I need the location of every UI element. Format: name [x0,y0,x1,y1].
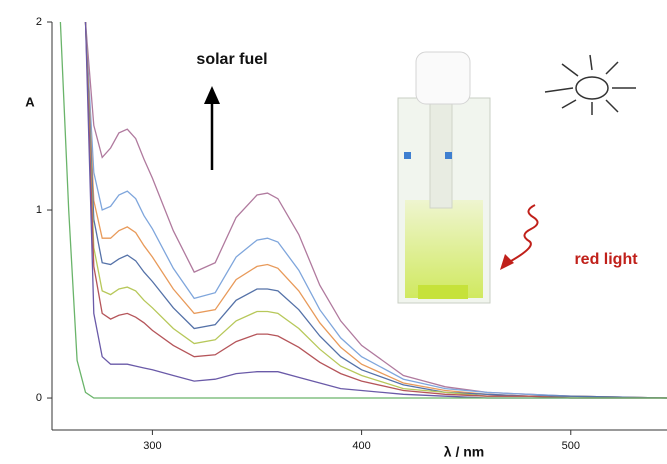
ray [605,61,619,75]
spectrum-line [84,22,667,399]
sun-icon [544,54,636,115]
spectrum-line [84,22,667,399]
liquid-bottom [418,285,468,299]
axes: 0 1 2 300 400 500 [36,16,667,452]
label-mark [404,152,411,159]
x-tick-label: 300 [143,440,161,452]
y-tick-label: 1 [36,204,42,216]
annotation: solar fuel [196,51,267,68]
wave [510,204,539,262]
x-tick-label: 400 [352,440,370,452]
spectrum-line [84,22,667,399]
spectrum-line [84,22,667,399]
spectrum-line [84,22,667,399]
label-mark [445,152,452,159]
ray [544,87,574,93]
sun-disc [575,76,609,100]
y-tick-label: 2 [36,16,42,28]
red-light-arrow [500,204,539,270]
cap [415,51,471,105]
spectrum-line [84,22,667,399]
annotation: red light [574,251,638,268]
arrow-head [500,254,514,270]
spectrum-line [59,22,667,399]
cuvette-photo [397,51,491,304]
spectrum-line [84,22,667,399]
arrow-head [204,86,220,104]
ray [561,63,579,77]
x-tick-label: 500 [562,440,580,452]
liquid [405,200,483,298]
plot-area [59,22,667,399]
up-arrow [204,86,220,170]
ray [561,99,577,109]
ray [605,99,619,113]
ray [589,54,593,71]
x-axis-label: λ / nm [444,444,484,460]
y-tick-label: 0 [36,392,42,404]
y-axis-label: A [25,94,35,109]
